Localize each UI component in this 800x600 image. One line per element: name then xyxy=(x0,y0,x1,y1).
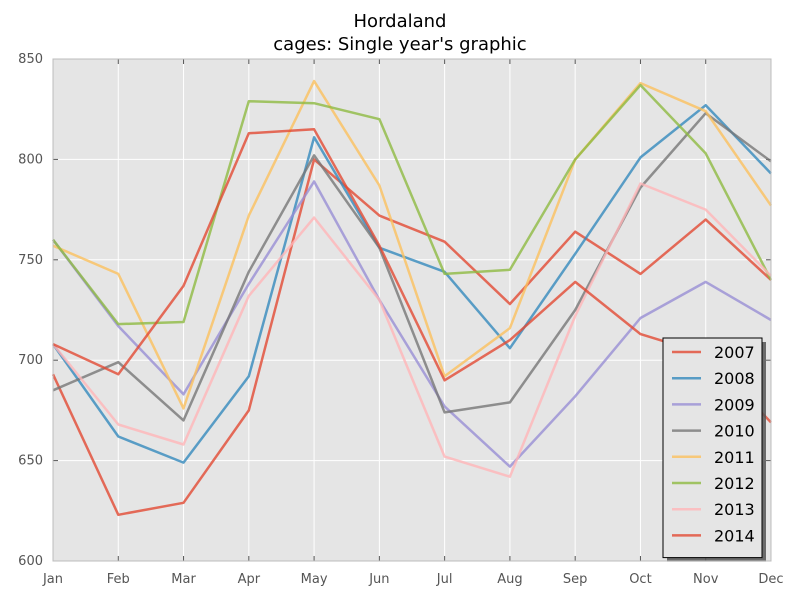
y-tick-label: 600 xyxy=(18,554,43,569)
plot-frame xyxy=(52,58,772,562)
legend: 2007 2008 2009 2010 2011 2012 2013 2014 xyxy=(662,337,766,562)
y-tick-label: 850 xyxy=(18,52,43,67)
legend-label-2009: 2009 xyxy=(714,395,755,414)
series-line-2012 xyxy=(52,83,773,326)
x-tick-label: Jan xyxy=(42,572,63,587)
x-tick-label: Dec xyxy=(758,572,783,587)
x-tick-label: Jul xyxy=(436,572,453,587)
x-tick-label: Aug xyxy=(497,572,522,587)
legend-label-2013: 2013 xyxy=(714,500,755,519)
legend-box xyxy=(662,337,763,559)
plot-area xyxy=(53,59,771,561)
x-tick-label: Mar xyxy=(171,572,196,587)
legend-label-2014: 2014 xyxy=(714,526,755,545)
series-line-2010 xyxy=(52,111,772,422)
x-tick-label: Feb xyxy=(107,572,130,587)
legend-label-2008: 2008 xyxy=(714,369,755,388)
x-tick-label: Jun xyxy=(368,572,389,587)
x-tick-label: Sep xyxy=(563,572,588,587)
series-line-2008 xyxy=(51,103,772,464)
series-lines xyxy=(51,79,773,517)
x-axis-tick-labels: Jan Feb Mar Apr May Jun Jul Aug Sep Oct Nov Dec xyxy=(42,572,784,587)
y-tick-label: 800 xyxy=(18,152,43,167)
chart-title: Hordaland xyxy=(353,11,447,32)
x-tick-label: Nov xyxy=(693,572,719,587)
legend-label-2010: 2010 xyxy=(714,422,755,441)
series-line-2007 xyxy=(51,158,772,517)
x-tick-label: Oct xyxy=(629,572,651,587)
series-line-2009 xyxy=(52,180,772,468)
legend-label-2012: 2012 xyxy=(714,474,755,493)
y-tick-label: 700 xyxy=(18,353,43,368)
chart-subtitle: cages: Single year's graphic xyxy=(273,34,527,55)
y-axis-tick-labels: 600 650 700 750 800 850 xyxy=(18,52,43,569)
y-tick-label: 650 xyxy=(18,454,43,469)
series-line-2011 xyxy=(52,79,773,410)
x-tick-label: Apr xyxy=(238,572,261,587)
series-line-2013 xyxy=(52,182,772,478)
legend-label-2011: 2011 xyxy=(714,448,755,467)
x-tick-label: May xyxy=(301,572,328,587)
series-line-2014 xyxy=(52,128,772,424)
legend-label-2007: 2007 xyxy=(714,343,755,362)
y-tick-label: 750 xyxy=(18,253,43,268)
